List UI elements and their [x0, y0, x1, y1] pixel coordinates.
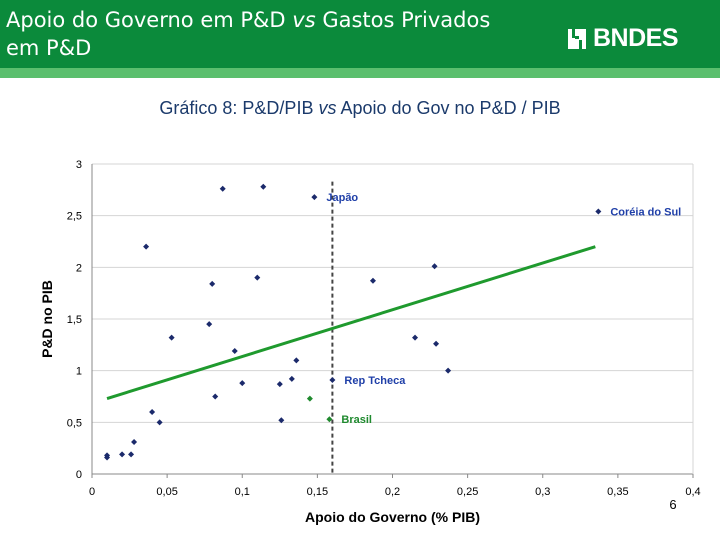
x-tick-label: 0,2 — [385, 486, 400, 498]
header-rule — [0, 68, 720, 78]
y-tick-label: 1 — [76, 366, 82, 378]
x-tick-label: 0 — [89, 486, 95, 498]
scatter-chart: 0 0,5 1 1,5 2 2,5 3 0 0,05 0,1 0,15 0,2 0,25 0,3 0,35 0… — [39, 159, 701, 525]
bndes-logo: BNDES — [567, 23, 679, 53]
data-point — [288, 375, 295, 382]
data-point — [143, 243, 150, 250]
data-point — [209, 280, 216, 287]
data-point — [276, 381, 283, 388]
data-point — [278, 417, 285, 424]
y-tick-label: 2,5 — [67, 211, 82, 223]
x-axis-title: Apoio do Governo (% PIB) — [305, 509, 480, 525]
data-point — [212, 393, 219, 400]
logo-text: BNDES — [593, 24, 679, 52]
y-tick-label: 0 — [76, 469, 82, 481]
page-number: 6 — [669, 497, 677, 512]
slide-title: Apoio do Governo em P&D vs Gastos Privad… — [6, 6, 566, 62]
chart-title-part: Apoio do Gov no P&D / PIB — [336, 98, 561, 118]
data-point — [595, 208, 602, 215]
data-point — [128, 451, 135, 458]
data-point — [131, 438, 138, 445]
x-tick-label: 0,1 — [235, 486, 250, 498]
x-tick-label: 0,4 — [685, 486, 700, 498]
chart-title: Gráfico 8: P&D/PIB vs Apoio do Gov no P&… — [0, 98, 720, 119]
data-point — [219, 185, 226, 192]
data-point — [104, 452, 111, 459]
header-bar: Apoio do Governo em P&D vs Gastos Privad… — [0, 0, 720, 68]
y-tick-label: 3 — [76, 159, 82, 171]
x-tick-label: 0,25 — [457, 486, 478, 498]
chart-title-em: vs — [318, 98, 337, 118]
data-point — [206, 321, 213, 328]
data-point — [231, 348, 238, 355]
slide-title-part: Gastos Privados — [315, 8, 491, 32]
x-tick-label: 0,35 — [607, 486, 628, 498]
data-point — [412, 334, 419, 341]
data-point — [149, 409, 156, 415]
data-point — [433, 340, 440, 347]
data-point — [431, 263, 438, 270]
data-point — [254, 274, 261, 281]
x-tick-label: 0,3 — [535, 486, 550, 498]
data-point — [311, 194, 318, 201]
data-point — [445, 367, 452, 374]
slide-title-part: Apoio do Governo em P&D — [6, 8, 293, 32]
data-point — [156, 419, 163, 426]
y-axis-title: P&D no PIB — [39, 280, 55, 358]
data-point — [239, 380, 246, 387]
point-label: Rep Tcheca — [344, 375, 406, 387]
y-tick-label: 0,5 — [67, 417, 82, 429]
y-tick-label: 2 — [76, 262, 82, 274]
data-point — [260, 183, 267, 190]
x-tick-label: 0,05 — [156, 486, 177, 498]
data-point — [369, 277, 376, 284]
point-label: Coréia do Sul — [610, 207, 681, 219]
chart-title-part: Gráfico 8: P&D/PIB — [159, 98, 319, 118]
bndes-logo-icon — [568, 29, 586, 49]
data-point — [168, 334, 175, 341]
point-label: Japão — [326, 192, 358, 204]
point-label: Brasil — [341, 414, 372, 426]
x-tick-label: 0,15 — [307, 486, 328, 498]
data-point — [119, 451, 126, 458]
slide-title-em: vs — [292, 8, 316, 32]
data-point — [329, 376, 336, 383]
slide-title-line2: em P&D — [6, 36, 92, 60]
data-point — [326, 416, 333, 423]
y-tick-label: 1,5 — [67, 314, 82, 326]
data-point — [306, 395, 313, 402]
trendline — [106, 245, 596, 400]
data-point — [293, 357, 300, 364]
